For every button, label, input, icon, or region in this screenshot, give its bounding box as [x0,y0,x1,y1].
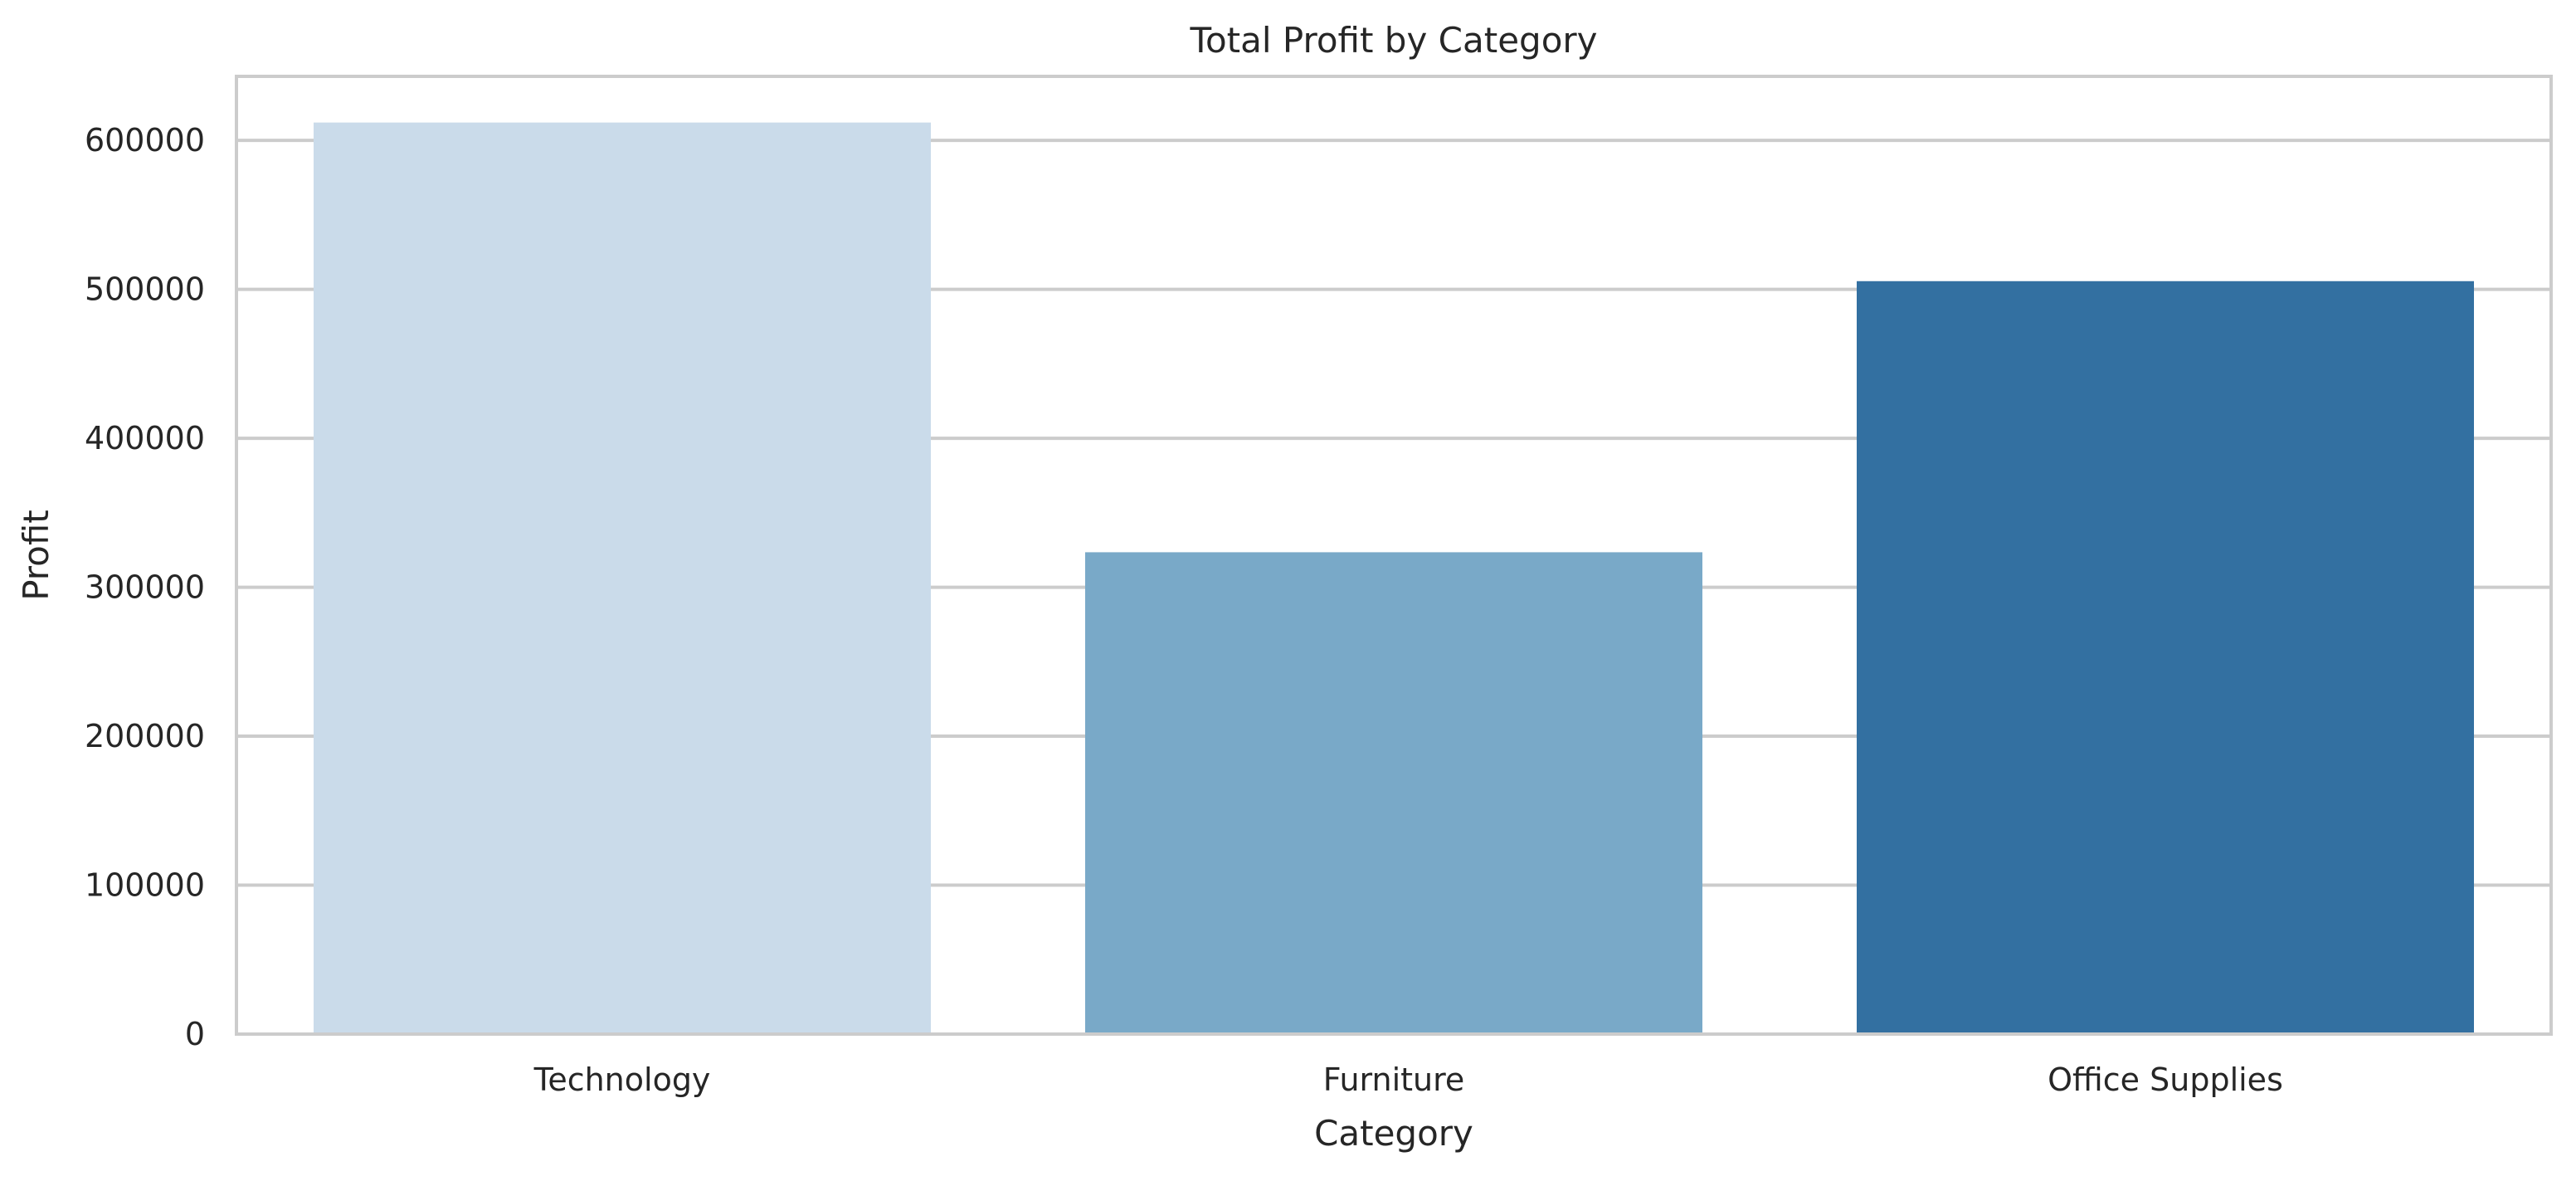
y-tick-labels: 0 100000 200000 300000 400000 500000 600000 [85,122,205,1052]
x-axis-label: Category [1314,1113,1473,1154]
x-tick-label: Technology [533,1061,711,1098]
bar-office-supplies [1857,281,2474,1034]
x-tick-label: Furniture [1323,1061,1465,1098]
chart-title: Total Profit by Category [1189,20,1597,61]
bar-furniture [1085,552,1702,1034]
plot-frame [235,75,2553,1036]
y-tick-label: 600000 [85,122,205,159]
bar-technology [314,122,931,1034]
y-tick-label: 500000 [85,271,205,308]
x-tick-label: Office Supplies [2048,1061,2283,1098]
y-axis-label: Profit [16,510,56,601]
y-tick-label: 300000 [85,569,205,606]
y-tick-label: 0 [185,1016,205,1052]
bars [314,122,2474,1034]
x-tick-labels: Technology Furniture Office Supplies [533,1061,2283,1098]
y-tick-label: 100000 [85,867,205,904]
y-tick-label: 200000 [85,718,205,754]
y-tick-label: 400000 [85,420,205,456]
